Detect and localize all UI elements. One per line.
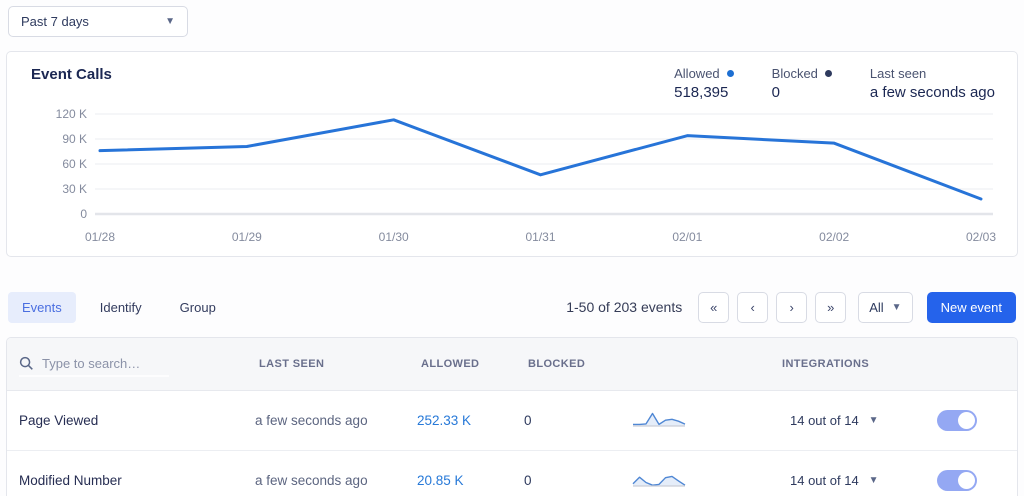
blocked-count: 0 [524, 413, 532, 428]
tab-events[interactable]: Events [8, 291, 76, 323]
chevron-down-icon: ▼ [868, 415, 879, 426]
sparkline-chart [633, 412, 686, 427]
table-header-row: LAST SEEN ALLOWED BLOCKED INTEGRATIONS [7, 338, 1017, 391]
chevron-down-icon: ▼ [165, 16, 175, 27]
svg-text:01/29: 01/29 [232, 230, 262, 244]
search-icon [19, 356, 33, 370]
date-range-dropdown[interactable]: Past 7 days ▼ [8, 6, 188, 37]
new-event-button[interactable]: New event [926, 291, 1016, 323]
date-range-value: Past 7 days [21, 14, 89, 29]
integrations-dropdown[interactable]: 14 out of 14 ▼ [778, 473, 923, 488]
events-table: LAST SEEN ALLOWED BLOCKED INTEGRATIONS P… [6, 337, 1018, 496]
col-header-last-seen: LAST SEEN [259, 358, 325, 370]
legend-dot-icon [824, 70, 832, 77]
pagination-next-button[interactable]: › [776, 291, 808, 323]
svg-text:01/31: 01/31 [525, 230, 555, 244]
svg-text:02/02: 02/02 [819, 230, 849, 244]
svg-text:02/03: 02/03 [966, 230, 996, 244]
event-name[interactable]: Modified Number [19, 473, 122, 488]
pagination-summary: 1-50 of 203 events [566, 299, 683, 315]
event-enabled-toggle[interactable] [937, 410, 977, 431]
chart-legend: Allowed 518,395 Blocked 0 Last seen a few sec… [674, 66, 999, 101]
pagination-prev-button[interactable]: ‹ [737, 291, 769, 323]
integrations-value: 14 out of 14 [790, 473, 859, 488]
search-input[interactable] [42, 355, 160, 371]
table-search[interactable] [19, 352, 169, 377]
last-seen-value: a few seconds ago [255, 473, 368, 488]
event-enabled-toggle[interactable] [937, 470, 977, 491]
chevron-down-icon: ▼ [868, 475, 879, 486]
legend-dot-icon [726, 70, 734, 77]
tab-bar: Events Identify Group [8, 291, 230, 323]
table-row[interactable]: Page Viewed a few seconds ago 252.33 K 0 14… [7, 391, 1017, 451]
svg-text:02/01: 02/01 [672, 230, 702, 244]
svg-text:01/28: 01/28 [85, 230, 115, 244]
chevron-down-icon: ▼ [891, 301, 902, 313]
svg-text:120 K: 120 K [56, 107, 87, 121]
legend-stat: Blocked 0 [772, 66, 832, 101]
page-size-dropdown[interactable]: All ▼ [858, 291, 913, 323]
table-body: Page Viewed a few seconds ago 252.33 K 0 14… [7, 391, 1017, 496]
integrations-dropdown[interactable]: 14 out of 14 ▼ [778, 413, 923, 428]
legend-stat: Allowed 518,395 [674, 66, 734, 101]
svg-text:90 K: 90 K [62, 132, 87, 146]
events-toolbar: Events Identify Group 1-50 of 203 events «… [8, 291, 1016, 323]
table-row[interactable]: Modified Number a few seconds ago 20.85 K 0… [7, 451, 1017, 496]
pagination-first-button[interactable]: « [698, 291, 730, 323]
tab-group[interactable]: Group [179, 299, 216, 315]
pagination-last-button[interactable]: » [815, 291, 847, 323]
pagination-buttons: «‹ ›» [698, 291, 847, 323]
allowed-count[interactable]: 20.85 K [417, 473, 464, 488]
svg-text:30 K: 30 K [62, 182, 87, 196]
legend-stat: Last seen a few seconds ago [869, 66, 995, 101]
chart-title: Event Calls [31, 66, 112, 83]
last-seen-value: a few seconds ago [255, 413, 368, 428]
col-header-integrations: INTEGRATIONS [782, 358, 870, 370]
event-name[interactable]: Page Viewed [19, 413, 99, 428]
allowed-count[interactable]: 252.33 K [417, 413, 472, 428]
col-header-allowed: ALLOWED [421, 358, 480, 370]
svg-text:0: 0 [80, 207, 87, 221]
sparkline-chart [632, 475, 686, 487]
blocked-count: 0 [524, 473, 532, 488]
svg-text:60 K: 60 K [62, 157, 87, 171]
tab-identify[interactable]: Identify [99, 299, 142, 315]
col-header-blocked: BLOCKED [528, 358, 586, 370]
integrations-value: 14 out of 14 [790, 413, 859, 428]
event-calls-card: Event Calls Allowed 518,395 Blocked 0 Last s… [6, 51, 1018, 257]
event-calls-chart: 120 K 90 K 60 K 30 K 0 01/28 01/29 01/30 01/31 02… [56, 107, 997, 244]
svg-text:01/30: 01/30 [379, 230, 409, 244]
page-size-value: All [869, 299, 884, 315]
